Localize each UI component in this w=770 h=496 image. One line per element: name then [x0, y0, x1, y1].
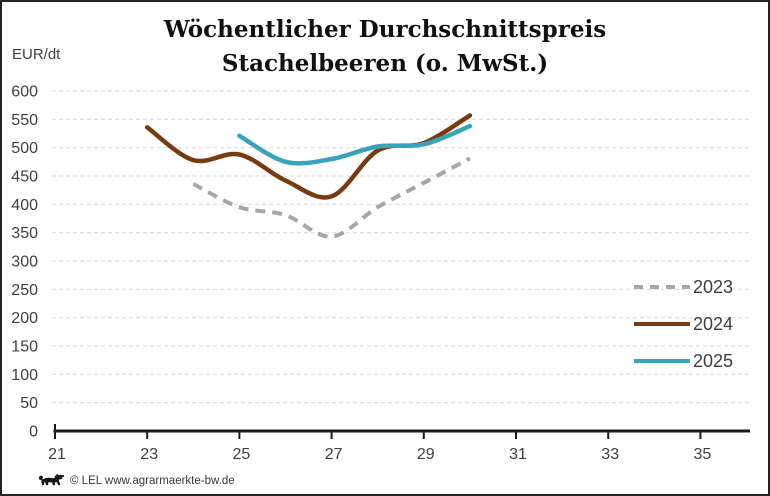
- x-tick-label: 33: [601, 446, 619, 463]
- chart-title-line2: Stachelbeeren (o. MwSt.): [221, 50, 549, 77]
- chart-legend: 2023 2024 2025: [634, 274, 733, 385]
- legend-line-sample-2023: [634, 285, 690, 289]
- y-tick-label: 300: [11, 254, 38, 271]
- y-tick-label: 350: [11, 225, 38, 242]
- footer: © LEL www.agrarmaerkte-bw.de: [38, 472, 235, 489]
- y-tick-label: 0: [29, 424, 38, 441]
- lel-lion-logo: [39, 474, 65, 486]
- y-tick-label: 50: [20, 395, 38, 412]
- y-tick-label: 500: [11, 140, 38, 157]
- series-line-2025: [237, 123, 473, 166]
- x-tick-label: 27: [325, 446, 343, 463]
- legend-item-2023: 2023: [634, 274, 733, 300]
- x-tick-label: 35: [694, 446, 712, 463]
- legend-item-2024: 2024: [634, 311, 733, 337]
- x-tick-label: 23: [140, 446, 158, 463]
- x-tick-label: 25: [233, 446, 251, 463]
- legend-line-sample-2025: [634, 359, 690, 363]
- y-tick-label: 200: [11, 310, 38, 327]
- footer-copyright: © LEL www.agrarmaerkte-bw.de: [70, 474, 235, 487]
- series-line-2023: [192, 156, 471, 239]
- x-tick-label: 29: [417, 446, 435, 463]
- chart-title-line1: Wöchentlicher Durchschnittspreis: [163, 16, 607, 43]
- chart-title: Wöchentlicher Durchschnittspreis Stachel…: [2, 13, 768, 81]
- y-tick-label: 450: [11, 169, 38, 186]
- y-tick-label: 400: [11, 197, 38, 214]
- legend-line-sample-2024: [634, 322, 690, 326]
- y-tick-label: 100: [11, 367, 38, 384]
- legend-item-2025: 2025: [634, 348, 733, 374]
- y-tick-label: 600: [11, 84, 38, 101]
- y-tick-label: 250: [11, 282, 38, 299]
- y-tick-label: 550: [11, 112, 38, 129]
- x-tick-label: 21: [48, 446, 66, 463]
- y-tick-label: 150: [11, 339, 38, 356]
- y-axis-unit-label: EUR/dt: [12, 46, 61, 63]
- x-tick-label: 31: [509, 446, 527, 463]
- legend-label-2024: 2024: [693, 314, 734, 334]
- legend-label-2025: 2025: [693, 351, 734, 371]
- legend-label-2023: 2023: [693, 277, 734, 297]
